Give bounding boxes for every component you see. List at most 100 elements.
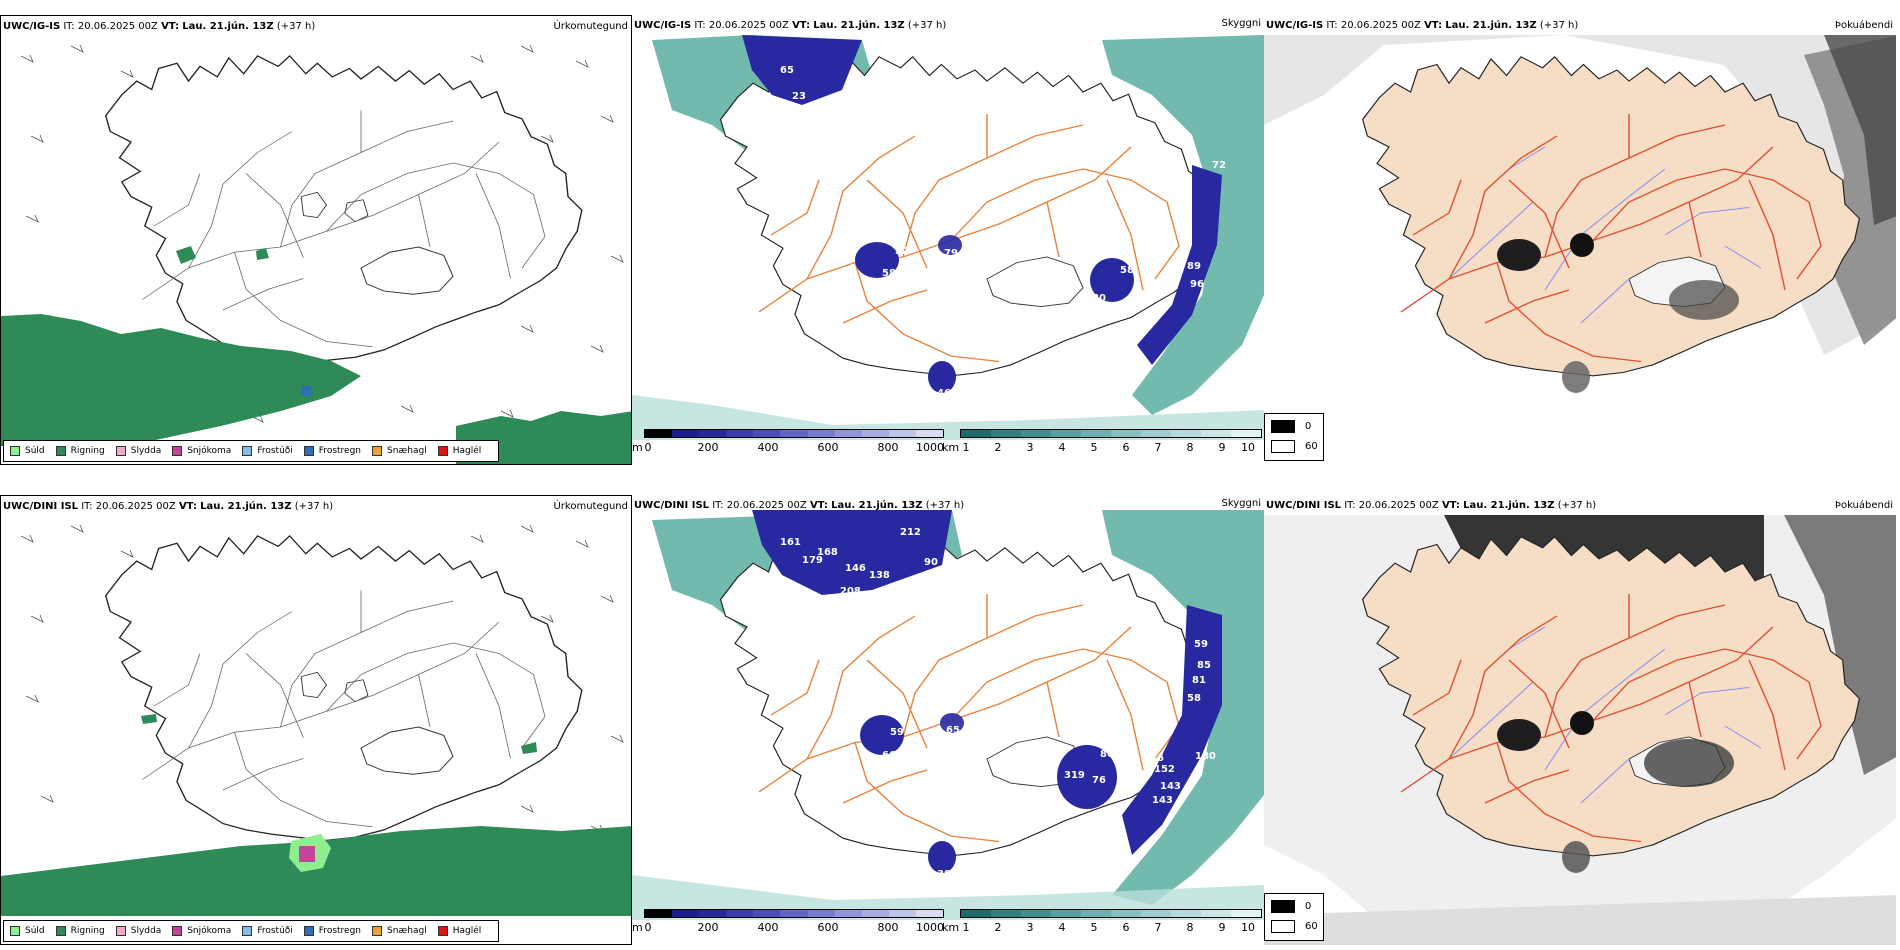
ceiling-label: 138 [869,570,890,581]
legend-item: Súld [10,446,45,456]
legend-item: Frostúði [242,926,293,936]
precip-type-panel-2: UWC/DINI ISL IT: 20.06.2025 00Z VT: Lau.… [0,495,632,945]
visibility-colorbar-fill [960,429,1262,438]
legend-swatch [242,446,253,456]
ceiling-label: 58 [1120,265,1134,276]
panel-title: UWC/IG-IS IT: 20.06.2025 00Z VT: Lau. 21… [634,20,947,31]
legend-item: Snjókoma [172,926,231,936]
ceiling-label: 141 [817,98,838,109]
fog-legend: 0 60 [1264,893,1324,941]
visibility-ticks: 1 2 3 4 5 6 7 8 9 10 [962,921,1256,934]
legend-swatch [1271,420,1295,433]
ceiling-label: 79 [944,248,958,259]
panel-title: UWC/DINI ISL IT: 20.06.2025 00Z VT: Lau.… [1266,500,1597,511]
legend-swatch [55,446,66,456]
ceiling-label: 110 [918,87,939,98]
visibility-colorbar: km 1 2 3 4 5 6 7 8 9 10 [942,909,1264,941]
panel-title: UWC/IG-IS IT: 20.06.2025 00Z VT: Lau. 21… [3,21,315,32]
fog-map-1 [1264,15,1896,465]
legend-item: Snæhagl [372,926,427,936]
ceiling-label: 36 [1150,753,1164,764]
ceiling-label: 52 [895,246,909,257]
ceiling-label: 86 [1100,749,1114,760]
legend-swatch [172,926,183,936]
ceiling-colorbar: m 0 200 400 600 800 1000 [632,429,945,461]
ceiling-label: 179 [802,555,823,566]
ceiling-panel-1: UWC/IG-IS IT: 20.06.2025 00Z VT: Lau. 21… [632,15,1264,465]
ceiling-unit: m [632,921,643,934]
precip-legend: Súld Rigning Slydda Snjókoma Frostúði Fr… [3,920,500,942]
panel-type-label: Skyggni [1221,18,1261,29]
ceiling-label: 208 [840,586,861,597]
ceiling-map-1 [632,15,1264,465]
visibility-colorbar-fill [960,909,1262,918]
visibility-colorbar: km 1 2 3 4 5 6 7 8 9 10 [942,429,1264,461]
precip-map-1 [1,16,631,464]
legend-item: Frostregn [303,926,361,936]
ceiling-label: 89 [1187,261,1201,272]
legend-swatch [372,446,383,456]
legend-swatch [172,446,183,456]
ceiling-label: 85 [1197,660,1211,671]
legend-swatch [55,926,66,936]
legend-swatch [372,926,383,936]
ceiling-label: 180 [1195,751,1216,762]
ceiling-label: 90 [924,557,938,568]
ceiling-label: 72 [1212,160,1226,171]
ceiling-label: 212 [900,527,921,538]
ceiling-panel-2: UWC/DINI ISL IT: 20.06.2025 00Z VT: Lau.… [632,495,1264,945]
legend-item: Frostregn [303,446,361,456]
legend-swatch [115,926,126,936]
ceiling-label: 58 [882,268,896,279]
ceiling-label: 146 [845,563,866,574]
legend-item: Slydda [115,926,161,936]
ceiling-label: 96 [1190,279,1204,290]
visibility-unit: km [942,441,960,454]
panel-type-label: Þokuábendi [1834,20,1893,31]
fog-legend-item: 0 [1271,420,1311,433]
precip-type-panel-1: UWC/IG-IS IT: 20.06.2025 00Z VT: Lau. 21… [0,15,632,465]
ceiling-label: 143 [1160,781,1181,792]
legend-item: Súld [10,926,45,936]
ceiling-map-2 [632,495,1264,945]
ceiling-ticks: 0 200 400 600 800 1000 [644,921,945,934]
ceiling-label: 70 [1162,275,1176,286]
ceiling-label: 143 [1152,795,1173,806]
fog-legend: 0 60 [1264,413,1324,461]
legend-item: Snæhagl [372,446,427,456]
panel-type-label: Þokuábendi [1834,500,1893,511]
vt-label: VT: [161,21,180,32]
ceiling-ticks: 0 200 400 600 800 1000 [644,441,945,454]
legend-swatch [437,446,448,456]
ceiling-label: 59 [1194,639,1208,650]
legend-item: Snjókoma [172,446,231,456]
panel-title: UWC/IG-IS IT: 20.06.2025 00Z VT: Lau. 21… [1266,20,1579,31]
legend-item: Frostúði [242,446,293,456]
ceiling-label: 38 [937,869,951,880]
ceiling-label: 23 [792,91,806,102]
panel-type-label: Úrkomutegund [553,501,628,512]
fog-legend-item: 60 [1271,440,1318,453]
ceiling-unit: m [632,441,643,454]
fog-legend-item: 60 [1271,920,1318,933]
legend-item: Slydda [115,446,161,456]
ceiling-label: 319 [1064,770,1085,781]
ceiling-label: 124 [902,76,923,87]
lead-time: (+37 h) [276,21,316,32]
legend-swatch [115,446,126,456]
ceiling-label: 81 [1192,675,1206,686]
ceiling-colorbar: m 0 200 400 600 800 1000 [632,909,945,941]
legend-swatch [437,926,448,936]
ceiling-label: 59 [890,727,904,738]
panel-type-label: Skyggni [1221,498,1261,509]
ceiling-label: 66 [882,750,896,761]
legend-swatch [10,926,20,936]
legend-item: Haglél [437,446,481,456]
legend-swatch [242,926,253,936]
ceiling-label: 59 [842,130,856,141]
ceiling-label: 161 [780,537,801,548]
ceiling-label: 46 [937,388,951,399]
ceiling-label: 65 [780,65,794,76]
fog-panel-1: UWC/IG-IS IT: 20.06.2025 00Z VT: Lau. 21… [1264,15,1896,465]
ceiling-label: 168 [817,547,838,558]
